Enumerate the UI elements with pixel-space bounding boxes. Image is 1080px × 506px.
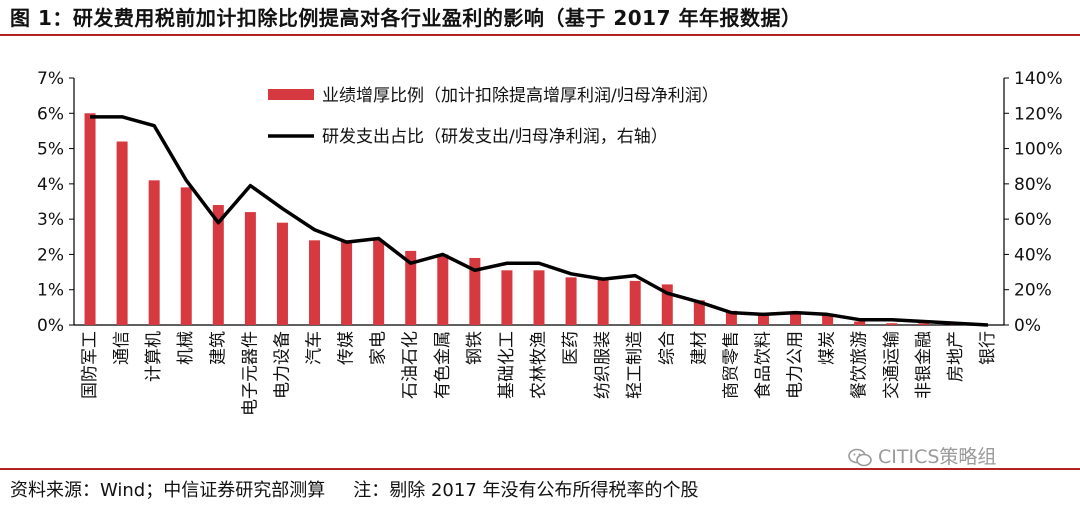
category-label: 轻工制造 — [625, 331, 645, 399]
category-label: 有色金属 — [433, 331, 453, 399]
right-tick-label: 140% — [1014, 69, 1063, 89]
category-label: 电力设备 — [272, 331, 292, 399]
left-tick-label: 4% — [37, 175, 64, 195]
bar — [757, 312, 769, 325]
left-tick-label: 7% — [37, 69, 64, 89]
legend-line-label: 研发支出占比（研发支出/归母净利润，右轴） — [322, 127, 668, 147]
category-label: 通信 — [112, 331, 132, 365]
left-tick-label: 5% — [37, 140, 64, 160]
bar — [84, 113, 96, 326]
category-label: 基础化工 — [497, 331, 517, 399]
left-tick-label: 1% — [37, 281, 64, 301]
category-label: 综合 — [657, 331, 677, 365]
bar — [725, 310, 737, 325]
bar — [629, 280, 641, 325]
bar — [565, 277, 577, 325]
bar — [469, 257, 481, 325]
category-label: 餐饮旅游 — [850, 331, 870, 399]
category-label: 医药 — [561, 331, 581, 365]
category-label: 农林牧渔 — [529, 331, 549, 399]
right-tick-label: 0% — [1014, 316, 1041, 336]
bottom-rule — [0, 468, 1080, 470]
line-path — [90, 115, 989, 327]
bar — [373, 240, 385, 325]
figure-title: 图 1：研发费用税前加计扣除比例提高对各行业盈利的影响（基于 2017 年年报数… — [10, 6, 802, 30]
category-labels: 国防军工 通信 计算机 机械 建筑 电子元器件 电力设备 汽车 传媒 家电 石油石化 有色金属 钢铁 基础… — [80, 331, 998, 416]
right-tick-label: 100% — [1014, 140, 1063, 160]
left-tick-label: 6% — [37, 104, 64, 124]
left-tick-label: 2% — [37, 245, 64, 265]
bar — [661, 284, 673, 325]
category-label: 纺织服装 — [593, 331, 613, 399]
right-tick-label: 80% — [1014, 175, 1052, 195]
chart: 业绩增厚比例（加计扣除提高增厚利润/归母净利润） 研发支出占比（研发支出/归母净… — [37, 69, 1063, 416]
left-tick-label: 3% — [37, 210, 64, 230]
category-label: 商贸零售 — [721, 331, 741, 399]
wechat-icon — [848, 448, 872, 468]
category-label: 电子元器件 — [240, 331, 260, 416]
category-label: 家电 — [369, 331, 389, 365]
bar — [116, 141, 128, 325]
bar — [597, 279, 609, 325]
right-tick-label: 40% — [1014, 245, 1052, 265]
category-label: 计算机 — [144, 331, 164, 382]
right-tick-label: 60% — [1014, 210, 1052, 230]
category-label: 银行 — [978, 331, 998, 365]
bar — [244, 212, 256, 325]
right-tick-label: 120% — [1014, 104, 1063, 124]
watermark-text: CITICS策略组 — [878, 446, 997, 468]
legend-bar-label: 业绩增厚比例（加计扣除提高增厚利润/归母净利润） — [322, 86, 719, 106]
bar — [790, 312, 802, 325]
bar — [212, 205, 224, 325]
bar — [854, 321, 866, 325]
category-label: 非银金融 — [914, 331, 934, 399]
top-rule — [0, 34, 1080, 36]
category-label: 交通运输 — [882, 331, 902, 399]
footer: 资料来源：Wind；中信证券研究部测算 注：剔除 2017 年没有公布所得税率的个… — [10, 476, 699, 502]
bar — [309, 240, 321, 325]
bar — [437, 254, 449, 325]
category-label: 建筑 — [208, 331, 228, 365]
category-label: 建材 — [689, 331, 709, 365]
bar — [148, 180, 160, 325]
category-label: 国防军工 — [80, 331, 100, 399]
bar — [918, 323, 930, 325]
right-tick-label: 20% — [1014, 281, 1052, 301]
bar — [533, 270, 545, 325]
category-label: 传媒 — [337, 331, 357, 365]
left-tick-label: 0% — [37, 316, 64, 336]
category-label: 钢铁 — [465, 331, 485, 365]
line-series — [90, 115, 989, 327]
bar — [822, 314, 834, 325]
bar — [276, 222, 288, 325]
axes: 0% 1% 2% 3% 4% 5% 6% 7% 0% 20% 40% 60% 80% 100% 120% 14… — [37, 69, 1063, 336]
bar — [693, 300, 705, 325]
bar — [341, 240, 353, 325]
category-label: 房地产 — [946, 331, 966, 382]
category-label: 食品饮料 — [753, 331, 773, 399]
bar-series — [84, 113, 962, 326]
legend: 业绩增厚比例（加计扣除提高增厚利润/归母净利润） 研发支出占比（研发支出/归母净… — [268, 86, 719, 147]
bar — [886, 323, 898, 325]
bar — [180, 187, 192, 325]
category-label: 石油石化 — [401, 331, 421, 399]
legend-bar-swatch — [268, 89, 314, 100]
category-label: 煤炭 — [818, 331, 838, 365]
source-text: 资料来源：Wind；中信证券研究部测算 — [10, 480, 326, 501]
bar — [501, 270, 513, 325]
category-label: 机械 — [176, 331, 196, 365]
category-label: 电力公用 — [786, 331, 806, 399]
note-text: 注：剔除 2017 年没有公布所得税率的个股 — [353, 480, 699, 501]
category-label: 汽车 — [305, 331, 325, 365]
bar — [405, 250, 417, 325]
watermark: CITICS策略组 — [848, 442, 996, 469]
